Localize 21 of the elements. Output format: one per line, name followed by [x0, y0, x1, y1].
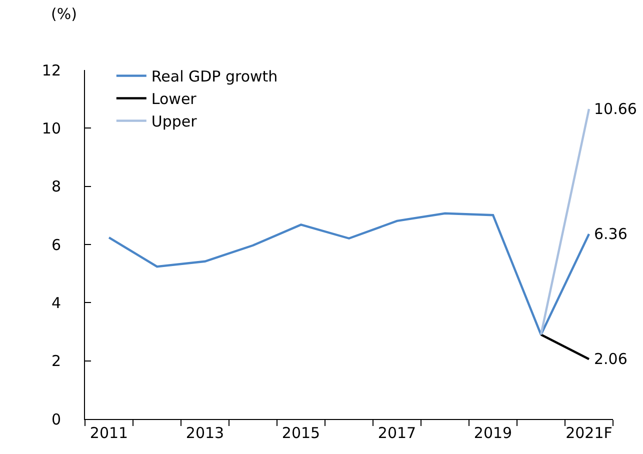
legend-label: Lower: [151, 90, 198, 108]
data-label: 10.66: [594, 100, 637, 118]
x-tick-label: 2021F: [566, 424, 612, 442]
y-tick-label: 0: [51, 410, 61, 428]
legend-label: Real GDP growth: [151, 68, 278, 86]
x-tick-label: 2017: [378, 424, 416, 442]
x-tick-label: 2011: [90, 424, 128, 442]
x-tick-label: 2019: [474, 424, 512, 442]
y-tick-label: 12: [42, 61, 61, 80]
y-tick-label: 6: [51, 236, 61, 254]
x-tick-label: 2015: [282, 424, 320, 442]
legend-label: Upper: [151, 112, 198, 131]
y-axis-title: (%): [51, 5, 77, 23]
data-label: 2.06: [594, 350, 628, 368]
data-label: 6.36: [594, 225, 628, 243]
y-tick-label: 2: [51, 352, 61, 370]
y-tick-label: 10: [42, 119, 61, 138]
line-series: [108, 212, 590, 336]
y-tick-label: 4: [51, 294, 61, 312]
y-tick-label: 8: [51, 178, 61, 196]
x-tick-label: 2013: [186, 424, 224, 442]
